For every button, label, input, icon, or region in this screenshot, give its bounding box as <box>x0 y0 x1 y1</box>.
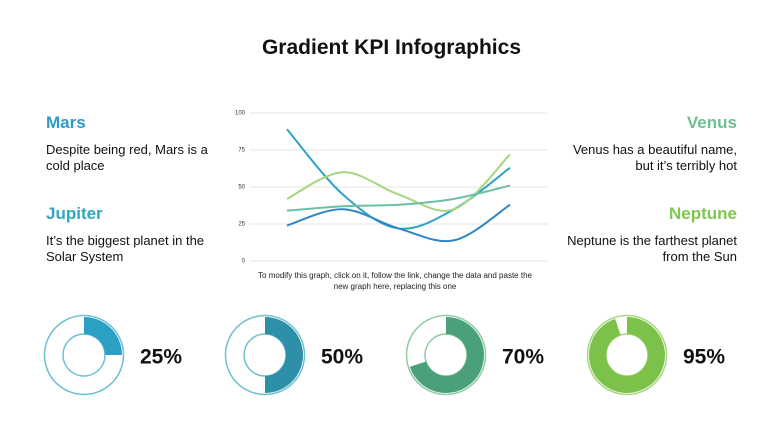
panel-text: Despite being red, Mars is a cold place <box>46 142 208 173</box>
panel-heading: Neptune <box>669 204 737 223</box>
y-tick-label: 100 <box>235 111 246 117</box>
kpi-label: 70% <box>502 346 544 369</box>
chart-annotation: To modify this graph, click on it, follo… <box>258 271 532 291</box>
donut-inner <box>605 333 649 377</box>
donut-outline <box>43 314 125 396</box>
kpi-label: 25% <box>140 346 182 369</box>
donut-segment <box>409 317 485 393</box>
panel-text: It’s the biggest planet in the Solar Sys… <box>46 233 205 264</box>
title: Gradient KPI Infographics <box>261 36 522 59</box>
y-tick-label: 50 <box>238 185 245 191</box>
kpi-label: 50% <box>321 346 363 369</box>
kpi-label: 95% <box>683 346 725 369</box>
series-line <box>286 203 511 243</box>
donut-segment <box>265 317 303 393</box>
donut-inner <box>243 333 287 377</box>
donut-inner <box>62 333 106 377</box>
series-line <box>286 153 511 212</box>
donut-segment <box>589 317 666 393</box>
y-tick-label: 75 <box>238 148 245 154</box>
panel-heading: Mars <box>46 113 86 132</box>
panel-text: Neptune is the farthest planet from the … <box>567 233 737 264</box>
panel-heading: Jupiter <box>46 204 103 223</box>
panel-heading: Venus <box>686 113 737 132</box>
donut-outline <box>224 314 306 396</box>
panel-text: Venus has a beautiful name, but it’s ter… <box>572 142 737 173</box>
donut-segment <box>84 317 122 355</box>
series-line <box>286 184 511 212</box>
y-tick-label: 25 <box>238 222 245 228</box>
donut-outline <box>405 314 487 396</box>
donut-inner <box>424 333 468 377</box>
y-tick-label: 0 <box>242 259 246 265</box>
donut-outline <box>586 314 668 396</box>
